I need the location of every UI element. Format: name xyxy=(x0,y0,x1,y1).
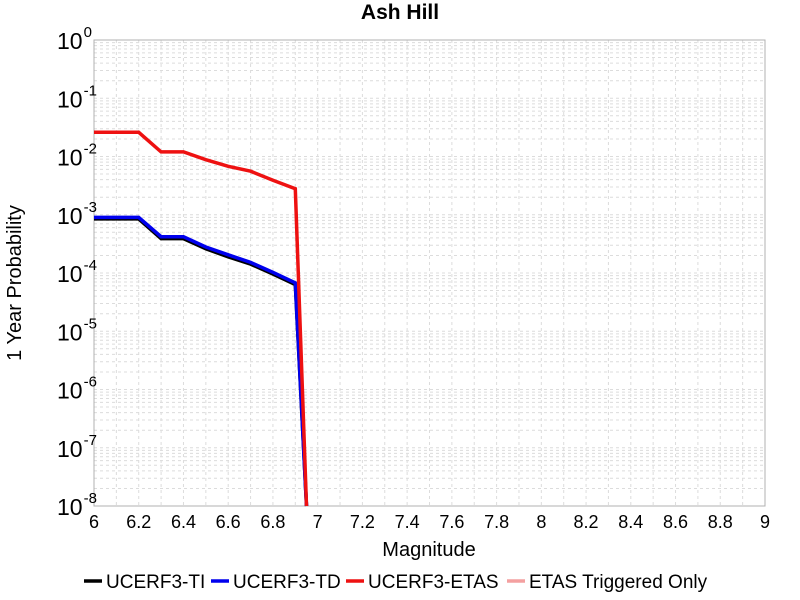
x-tick-label: 6.6 xyxy=(216,512,241,532)
legend-label-ucerf3-td: UCERF3-TD xyxy=(233,572,341,593)
x-tick-label: 6 xyxy=(89,512,99,532)
y-tick-label: 10-8 xyxy=(57,490,97,520)
series-line-ucerf3-etas xyxy=(94,130,309,507)
series-line-ucerf3-ti xyxy=(94,217,309,507)
x-tick-label: 8.6 xyxy=(663,512,688,532)
x-tick-label: 7.2 xyxy=(350,512,375,532)
y-tick-base: 10 xyxy=(57,261,83,287)
x-tick-label: 7.4 xyxy=(395,512,420,532)
y-tick-base: 10 xyxy=(57,28,83,54)
y-tick-label: 10-6 xyxy=(57,374,97,404)
y-tick-exponent: -1 xyxy=(84,82,97,99)
x-tick-label: 9 xyxy=(760,512,770,532)
x-tick-label: 6.8 xyxy=(260,512,285,532)
x-tick-label: 8 xyxy=(536,512,546,532)
y-tick-label: 10-3 xyxy=(57,199,97,229)
y-tick-base: 10 xyxy=(57,86,83,112)
y-tick-label: 10-7 xyxy=(57,432,97,462)
x-tick-label: 6.4 xyxy=(171,512,196,532)
y-tick-exponent: 0 xyxy=(84,24,92,41)
legend-label-ucerf3-ti: UCERF3-TI xyxy=(106,572,205,593)
x-tick-label: 6.2 xyxy=(126,512,151,532)
y-tick-exponent: -2 xyxy=(84,141,97,158)
y-tick-base: 10 xyxy=(57,494,83,520)
series-layer xyxy=(94,130,309,507)
x-tick-label: 8.2 xyxy=(574,512,599,532)
y-tick-label: 10-4 xyxy=(57,257,97,287)
x-tick-label: 7 xyxy=(313,512,323,532)
y-tick-label: 10-5 xyxy=(57,315,97,345)
x-tick-label: 8.8 xyxy=(708,512,733,532)
x-axis-label: Magnitude xyxy=(382,539,475,561)
y-tick-base: 10 xyxy=(57,436,83,462)
legend-label-ucerf3-etas: UCERF3-ETAS xyxy=(368,572,499,593)
y-tick-exponent: -3 xyxy=(84,199,97,216)
y-tick-label: 10-1 xyxy=(57,82,97,112)
chart-title: Ash Hill xyxy=(361,1,439,24)
y-axis-label: 1 Year Probability xyxy=(4,205,26,361)
y-tick-exponent: -4 xyxy=(84,257,97,274)
x-tick-label: 7.8 xyxy=(484,512,509,532)
x-tick-label: 8.4 xyxy=(618,512,643,532)
y-tick-base: 10 xyxy=(57,378,83,404)
y-tick-exponent: -5 xyxy=(84,315,97,332)
y-tick-base: 10 xyxy=(57,145,83,171)
y-tick-exponent: -7 xyxy=(84,432,97,449)
y-tick-exponent: -6 xyxy=(84,374,97,391)
grid-layer xyxy=(93,40,766,507)
plot-frame xyxy=(93,39,766,507)
series-line-ucerf3-td xyxy=(94,215,309,507)
x-tick-label: 7.6 xyxy=(439,512,464,532)
legend: UCERF3-TI UCERF3-TD UCERF3-ETAS ETAS Trigge… xyxy=(84,572,708,593)
y-tick-exponent: -8 xyxy=(84,490,97,507)
legend-label-etas-triggered-only: ETAS Triggered Only xyxy=(529,572,708,593)
x-tick-labels: 6 6.2 6.4 6.6 6.8 7 7.2 7.4 7.6 7.8 8 8.2 8.4 8.6 8.8 9 xyxy=(89,512,770,532)
y-tick-base: 10 xyxy=(57,203,83,229)
y-tick-label: 10-2 xyxy=(57,141,97,171)
y-tick-base: 10 xyxy=(57,319,83,345)
y-tick-label: 100 xyxy=(57,24,92,54)
